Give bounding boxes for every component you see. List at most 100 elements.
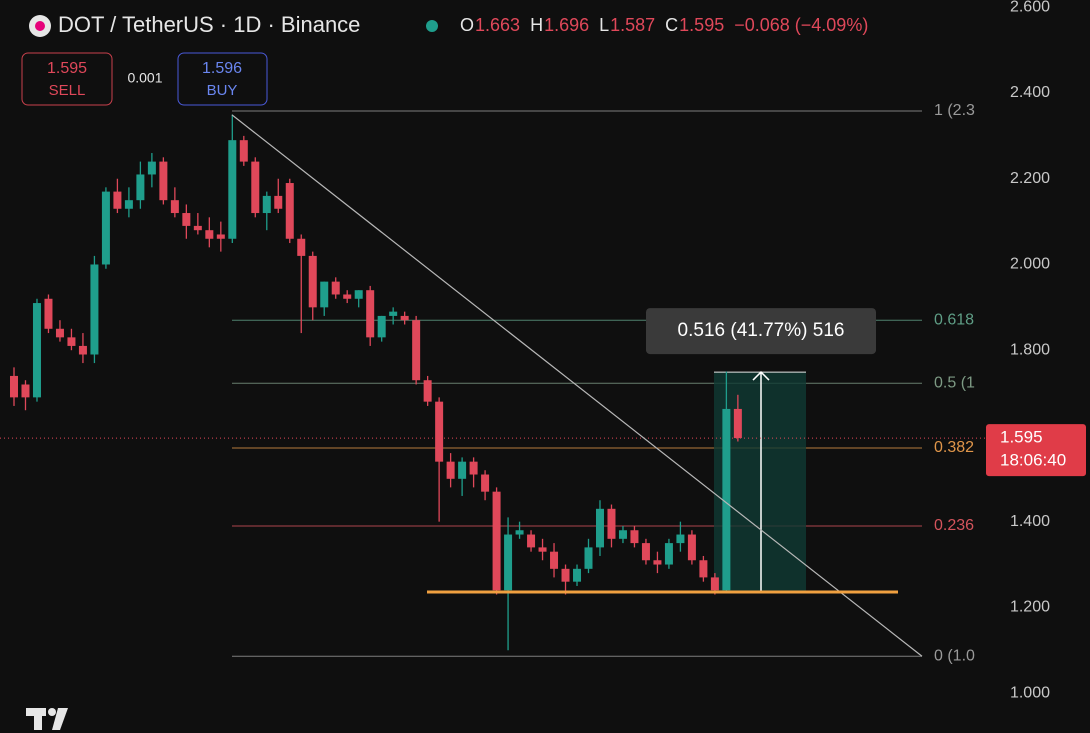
candle-body (331, 281, 340, 295)
ohlc-readout: O 1.663 H 1.696 L 1.587 C 1.595 −0.068 (−4.09%) (460, 15, 868, 35)
countdown: 18:06:40 (1000, 451, 1066, 470)
candle-body (676, 534, 685, 544)
measure-arrowhead (752, 371, 770, 381)
candle-body (664, 543, 673, 565)
y-tick-label: 2.600 (1010, 0, 1050, 16)
candle-body (515, 530, 524, 535)
ohlc-key: H (530, 15, 543, 35)
candle-body (32, 303, 41, 398)
fib-label: 0.618 (934, 311, 974, 328)
sell-button[interactable] (21, 52, 113, 106)
y-tick-label: 1.800 (1010, 341, 1050, 358)
change: −0.068 (−4.09%) (734, 15, 868, 35)
ohlc-value: 1.587 (610, 15, 655, 35)
candle-body (710, 577, 719, 591)
candle-body (239, 140, 248, 162)
ohlc-value: 1.663 (475, 15, 520, 35)
candle-body (584, 547, 593, 569)
candle-body (78, 345, 87, 355)
candle-body (423, 380, 432, 402)
market-status (426, 20, 438, 32)
candle-body (435, 401, 444, 462)
candle-body (618, 530, 627, 539)
candle-body (527, 534, 536, 548)
candle-body (113, 191, 122, 209)
candle-body (320, 281, 329, 308)
candle-body (653, 560, 662, 565)
candle-body (607, 508, 616, 539)
price-label: 1.595 (1000, 428, 1043, 447)
candle-body (228, 140, 237, 239)
spread: 0.001 (127, 70, 162, 86)
candle-body (366, 290, 375, 338)
candle-body (550, 551, 559, 569)
candle-body (354, 290, 363, 299)
y-tick-label: 1.000 (1010, 684, 1050, 701)
candle-body (308, 255, 317, 308)
fib-label: 0.5 (1 (934, 374, 975, 391)
candle-body (699, 560, 708, 578)
y-tick-label: 2.000 (1010, 256, 1050, 273)
y-tick-label: 2.200 (1010, 170, 1050, 187)
candle-body (216, 234, 225, 239)
symbol-title: DOT / TetherUS · 1D · Binance (58, 12, 360, 37)
ohlc-key: C (665, 15, 678, 35)
sell-price: 1.595 (47, 60, 87, 77)
candle-body (469, 461, 478, 475)
measure-label-bg (646, 308, 876, 355)
candle-body (722, 408, 731, 591)
candle-body (446, 461, 455, 479)
candle-body (90, 264, 99, 355)
candle-body (641, 543, 650, 561)
candle-body (400, 315, 409, 321)
fib-label: 0.236 (934, 517, 974, 534)
sell-label: SELL (49, 82, 86, 99)
fib-label: 0 (1.0 (934, 647, 975, 664)
candle-body (55, 328, 64, 338)
candle-body (67, 337, 76, 346)
candle-body (377, 315, 386, 338)
candle-body (561, 568, 570, 582)
fib-label: 0.382 (934, 439, 974, 456)
candle-body (10, 375, 18, 398)
candle-body (159, 161, 168, 201)
candle-body (595, 508, 604, 548)
candle-body (147, 161, 156, 175)
candle-body (182, 213, 191, 226)
candle-body (205, 230, 214, 239)
price-label-bg (986, 424, 1086, 477)
y-tick-label: 1.400 (1010, 513, 1050, 530)
candle-body (44, 298, 53, 329)
candle-body (274, 195, 283, 209)
candle-body (573, 568, 582, 582)
candle-body (136, 174, 145, 201)
buy-price: 1.596 (202, 60, 242, 77)
candle-body (504, 534, 513, 591)
tv-logo (26, 708, 68, 730)
trendline (231, 114, 923, 657)
y-tick-label: 1.200 (1010, 599, 1050, 616)
candle-body (492, 491, 501, 591)
fib-label: 1 (2.3 (934, 102, 975, 119)
candle-body (343, 294, 352, 299)
measure-label: 0.516 (41.77%) 516 (678, 320, 845, 341)
ohlc-value: 1.595 (679, 15, 724, 35)
candle-body (458, 461, 467, 479)
buy-button[interactable] (177, 52, 268, 106)
candle-body (193, 225, 202, 231)
ohlc-key: O (460, 15, 474, 35)
buy-label: BUY (207, 82, 238, 99)
candle-body (21, 384, 30, 398)
ohlc-value: 1.696 (544, 15, 589, 35)
candle-body (297, 238, 306, 256)
candle-body (481, 474, 490, 492)
candle-body (630, 530, 639, 544)
candle-body (389, 311, 398, 316)
y-tick-label: 2.400 (1010, 84, 1050, 101)
candle-body (687, 534, 696, 561)
candle-body (538, 547, 547, 552)
candle-body (101, 191, 110, 265)
candle-body (285, 183, 294, 239)
candle-body (262, 195, 271, 214)
